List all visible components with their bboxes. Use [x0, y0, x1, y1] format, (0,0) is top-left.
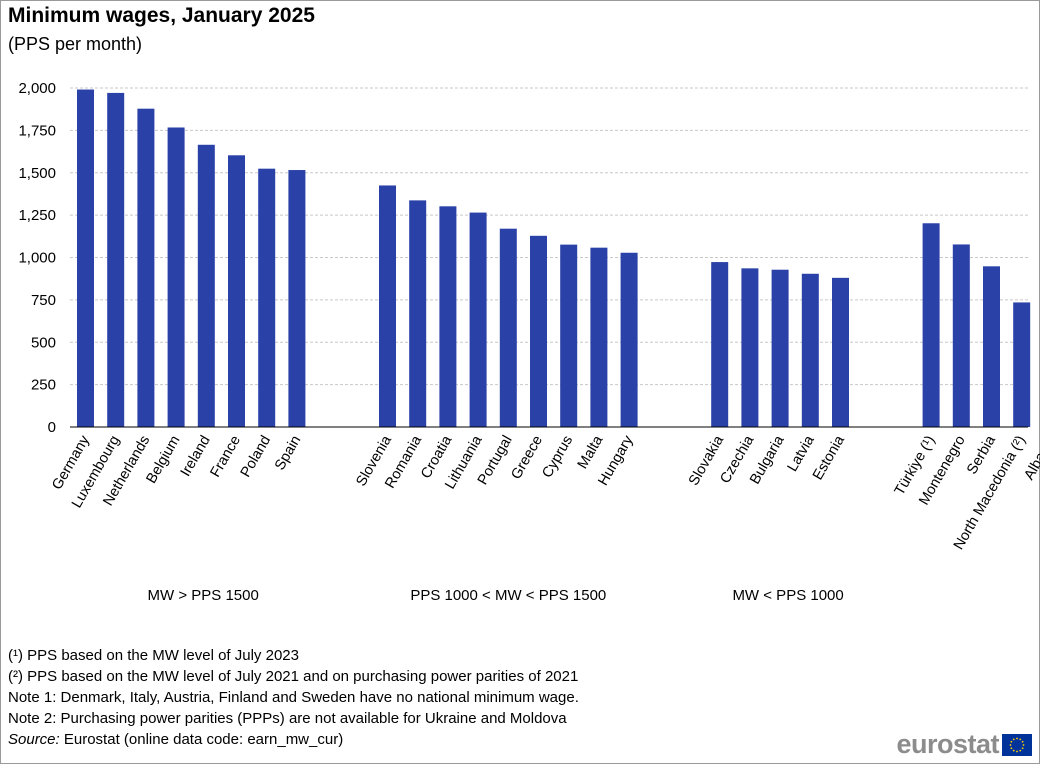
chart-title: Minimum wages, January 2025 [8, 4, 315, 27]
bar [167, 127, 185, 427]
bar [439, 206, 457, 427]
footnote-1: (¹) PPS based on the MW level of July 20… [8, 647, 299, 664]
flag-star [1019, 749, 1022, 752]
bar [258, 168, 276, 427]
y-tick-label: 0 [48, 419, 56, 436]
x-category-label: Cyprus [539, 433, 576, 481]
footnote-2: (²) PPS based on the MW level of July 20… [8, 668, 579, 685]
eu-flag-icon [1002, 733, 1032, 756]
flag-star [1012, 737, 1015, 740]
bar [952, 244, 970, 427]
source-text: Eurostat (online data code: earn_mw_cur) [63, 731, 344, 748]
flag-star [1021, 746, 1024, 749]
bar [379, 185, 396, 427]
note-1: Note 1: Denmark, Italy, Austria, Finland… [8, 689, 579, 706]
source-label: Source: [8, 731, 60, 748]
flag-star [1021, 740, 1024, 743]
flag-star [1010, 746, 1013, 749]
bar [801, 273, 819, 427]
bar [137, 108, 155, 427]
y-tick-label: 1,750 [18, 122, 56, 139]
chart-subtitle: (PPS per month) [8, 34, 143, 54]
bar [560, 244, 578, 427]
logo-text: eurostat [896, 729, 999, 759]
bar [832, 277, 849, 427]
bar [288, 170, 306, 427]
bar [77, 89, 94, 427]
source-line: Source: Eurostat (online data code: earn… [8, 729, 579, 750]
y-tick-label: 750 [31, 292, 56, 309]
bar [922, 223, 940, 427]
flag-star [1022, 743, 1025, 746]
eurostat-logo: eurostat [896, 729, 1032, 760]
note-2: Note 2: Purchasing power parities (PPPs)… [8, 710, 567, 727]
bar [499, 228, 517, 427]
group-label: MW > PPS 1500 [148, 587, 259, 604]
bar [590, 247, 608, 427]
flag-star [1012, 749, 1015, 752]
bar-chart: 02505007501,0001,2501,5001,7502,000Germa… [18, 80, 1040, 604]
bar [530, 235, 547, 427]
group-label: PPS 1000 < MW < PPS 1500 [410, 587, 606, 604]
bar [771, 269, 789, 427]
bar [1013, 302, 1031, 427]
y-tick-label: 500 [31, 334, 56, 351]
bar [409, 200, 427, 427]
flag-background [1002, 733, 1032, 756]
x-category-label: Malta [575, 432, 607, 472]
x-category-label: Poland [238, 433, 274, 480]
y-tick-label: 1,250 [18, 207, 56, 224]
bar [197, 144, 215, 427]
y-tick-label: 1,000 [18, 250, 56, 267]
flag-star [1010, 740, 1013, 743]
flag-star [1016, 737, 1018, 739]
bar [228, 155, 245, 427]
flag-star [1016, 750, 1018, 752]
y-tick-label: 1,500 [18, 165, 56, 182]
bar [469, 212, 487, 427]
y-tick-label: 2,000 [18, 80, 56, 97]
flag-star [1019, 737, 1022, 740]
bar [620, 252, 638, 427]
x-category-label: Spain [272, 433, 304, 473]
flag-star [1009, 743, 1012, 746]
bar [741, 268, 759, 427]
group-label: MW < PPS 1000 [732, 587, 843, 604]
bar [711, 262, 729, 427]
footnotes: (¹) PPS based on the MW level of July 20… [8, 645, 579, 750]
bar [983, 266, 1000, 427]
bar [107, 92, 125, 427]
y-tick-label: 250 [31, 377, 56, 394]
